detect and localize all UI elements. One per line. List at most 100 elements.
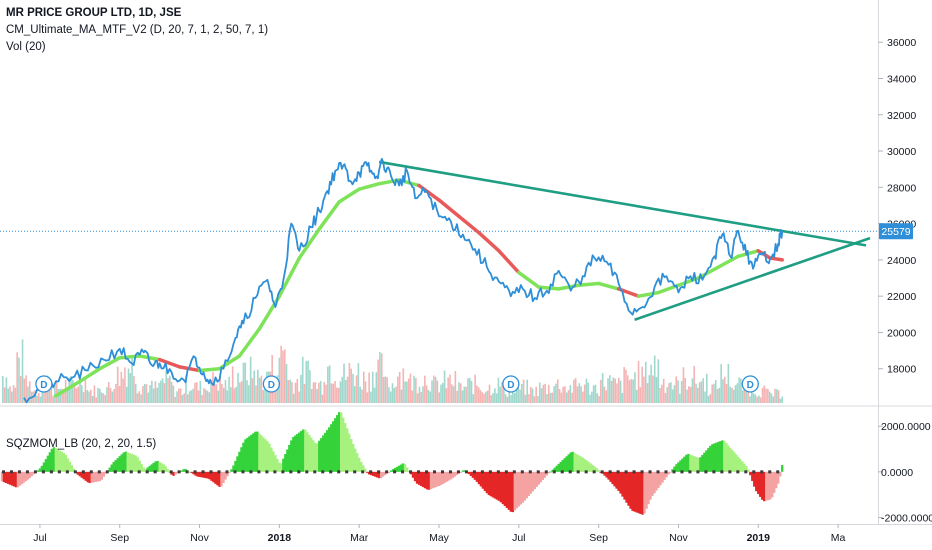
volume-bar bbox=[23, 378, 26, 403]
momentum-bar bbox=[270, 447, 273, 472]
volume-bar bbox=[434, 376, 437, 403]
volume-bar bbox=[777, 390, 780, 403]
squeeze-dot bbox=[361, 470, 365, 474]
momentum-bar bbox=[330, 424, 333, 472]
momentum-bar bbox=[757, 471, 760, 495]
volume-bar bbox=[781, 396, 784, 403]
volume-bar bbox=[240, 381, 243, 403]
momentum-bar bbox=[228, 471, 231, 473]
momentum-bar bbox=[160, 463, 163, 472]
momentum-bar bbox=[541, 471, 544, 481]
volume-bar bbox=[357, 363, 360, 403]
volume-bar bbox=[332, 383, 335, 403]
momentum-bar bbox=[328, 427, 331, 472]
oscillator-label[interactable]: SQZMOM_LB (20, 2, 20, 1.5) bbox=[6, 438, 157, 450]
momentum-bar bbox=[361, 465, 365, 472]
momentum-bar bbox=[338, 412, 341, 472]
symbol-title[interactable]: MR PRICE GROUP LTD, 1D, JSE bbox=[6, 7, 182, 19]
volume-bar bbox=[650, 364, 652, 403]
volume-bar bbox=[81, 385, 83, 403]
volume-bar bbox=[54, 384, 56, 403]
time-axis-label: 2018 bbox=[268, 532, 292, 544]
ma-indicator-label[interactable]: CM_Ultimate_MA_MTF_V2 (D, 20, 7, 1, 2, 5… bbox=[6, 24, 269, 36]
squeeze-dot bbox=[161, 470, 165, 474]
momentum-bar bbox=[659, 471, 662, 486]
volume-bar bbox=[77, 386, 80, 403]
volume-bar bbox=[585, 378, 588, 403]
momentum-bar bbox=[389, 470, 393, 472]
momentum-bar bbox=[208, 471, 211, 480]
momentum-bar bbox=[645, 471, 648, 509]
volume-bar bbox=[172, 385, 175, 403]
time-axis-label: Mar bbox=[350, 532, 369, 544]
volume-bar bbox=[495, 393, 498, 403]
momentum-bar bbox=[699, 457, 702, 472]
momentum-bar bbox=[282, 458, 285, 472]
volume-bar bbox=[698, 382, 701, 403]
squeeze-dot bbox=[728, 470, 732, 474]
volume-indicator-label[interactable]: Vol (20) bbox=[6, 41, 46, 53]
squeeze-dot bbox=[608, 470, 612, 474]
volume-bar bbox=[348, 362, 351, 403]
volume-bar bbox=[163, 383, 166, 403]
momentum-bar bbox=[280, 463, 283, 472]
volume-bar bbox=[133, 376, 135, 403]
momentum-bar bbox=[531, 471, 534, 492]
momentum-bar bbox=[577, 455, 580, 472]
volume-bar bbox=[517, 380, 520, 403]
momentum-bar bbox=[467, 471, 471, 475]
momentum-bar bbox=[38, 468, 42, 472]
volume-bar bbox=[450, 384, 453, 403]
volume-bar bbox=[402, 368, 405, 403]
volume-bar bbox=[675, 376, 678, 403]
volume-bar bbox=[416, 393, 419, 403]
momentum-bar bbox=[355, 453, 359, 472]
squeeze-dot bbox=[440, 470, 444, 474]
momentum-bar bbox=[58, 450, 62, 472]
momentum-bar bbox=[314, 442, 317, 472]
momentum-bar bbox=[675, 464, 678, 472]
volume-bar bbox=[204, 389, 207, 403]
squeeze-dot bbox=[233, 470, 237, 474]
momentum-bar bbox=[88, 471, 91, 484]
moving-average-segment bbox=[576, 281, 601, 288]
squeeze-dot bbox=[704, 470, 708, 474]
squeeze-dot bbox=[273, 470, 277, 474]
volume-bar bbox=[116, 366, 119, 403]
squeeze-dot bbox=[97, 470, 101, 474]
volume-bar bbox=[763, 385, 766, 403]
volume-bar bbox=[222, 387, 225, 403]
momentum-bar bbox=[264, 439, 267, 472]
volume-bar bbox=[596, 393, 599, 403]
momentum-bar bbox=[613, 471, 616, 487]
volume-bar bbox=[758, 395, 760, 403]
volume-bar bbox=[646, 383, 649, 403]
momentum-bar bbox=[260, 435, 263, 472]
volume-bar bbox=[115, 383, 117, 403]
volume-bar bbox=[391, 383, 394, 403]
momentum-bar bbox=[445, 471, 449, 482]
momentum-bar bbox=[82, 471, 86, 480]
volume-bar bbox=[479, 390, 482, 403]
volume-bar bbox=[292, 393, 295, 403]
volume-bar bbox=[1, 375, 4, 403]
momentum-bar bbox=[351, 444, 355, 472]
squeeze-dot bbox=[113, 470, 117, 474]
volume-bar bbox=[285, 364, 288, 403]
volume-bar bbox=[63, 391, 65, 403]
volume-bar bbox=[219, 373, 221, 403]
momentum-bar bbox=[523, 471, 527, 501]
volume-bar bbox=[134, 383, 137, 403]
volume-bar bbox=[497, 377, 500, 403]
momentum-bar bbox=[76, 471, 80, 475]
volume-bar bbox=[436, 380, 439, 403]
momentum-bar bbox=[218, 471, 221, 487]
volume-bar bbox=[501, 382, 503, 403]
momentum-bar bbox=[721, 440, 724, 472]
volume-bar bbox=[199, 381, 202, 403]
time-axis-label: Ma bbox=[831, 532, 846, 544]
squeeze-dot bbox=[73, 470, 77, 474]
volume-bar bbox=[648, 375, 651, 403]
